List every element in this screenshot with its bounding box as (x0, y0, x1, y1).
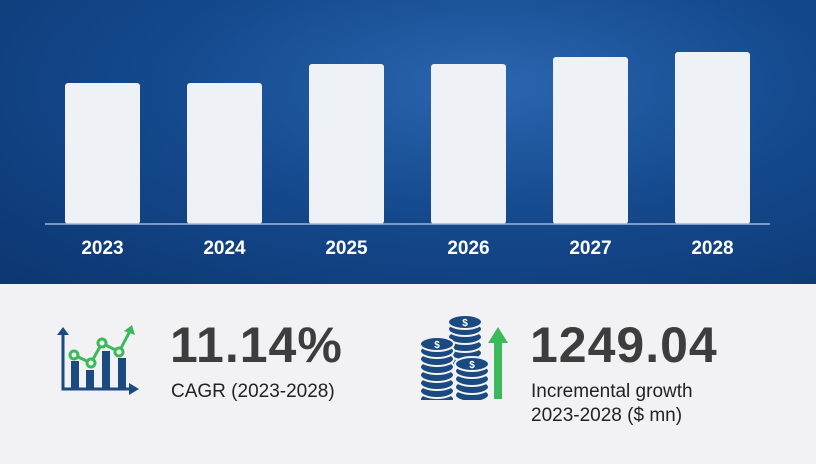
incremental-label-line1: Incremental growth (531, 381, 693, 402)
coins-arrow-up-icon: $ $ $ (418, 314, 510, 407)
x-tick-label: 2023 (81, 238, 123, 259)
bar-2027 (553, 57, 628, 224)
bar-2026 (431, 64, 506, 224)
cagr-value: 11.14% (170, 317, 343, 373)
svg-text:$: $ (434, 340, 440, 351)
svg-text:$: $ (462, 318, 468, 329)
bar-chart: 2023 2024 2025 2026 2027 2028 (45, 52, 770, 259)
x-tick-label: 2025 (325, 238, 368, 259)
incremental-label: Incremental growth 2023-2028 ($ mn) (531, 380, 693, 428)
x-tick-label: 2028 (691, 238, 733, 259)
bar-2023 (65, 83, 140, 224)
bar-2028 (675, 52, 750, 224)
x-tick-label: 2024 (203, 238, 246, 259)
growth-chart-icon (55, 325, 141, 400)
incremental-value: 1249.04 (530, 317, 718, 373)
x-tick-label: 2027 (569, 238, 611, 259)
x-tick-label: 2026 (447, 238, 489, 259)
incremental-label-line2: 2023-2028 ($ mn) (531, 405, 683, 426)
svg-text:$: $ (469, 360, 475, 371)
bar-2024 (187, 83, 262, 224)
chart-panel: 2023 2024 2025 2026 2027 2028 (0, 0, 816, 284)
cagr-label: CAGR (2023-2028) (171, 381, 335, 402)
bar-2025 (309, 64, 384, 224)
